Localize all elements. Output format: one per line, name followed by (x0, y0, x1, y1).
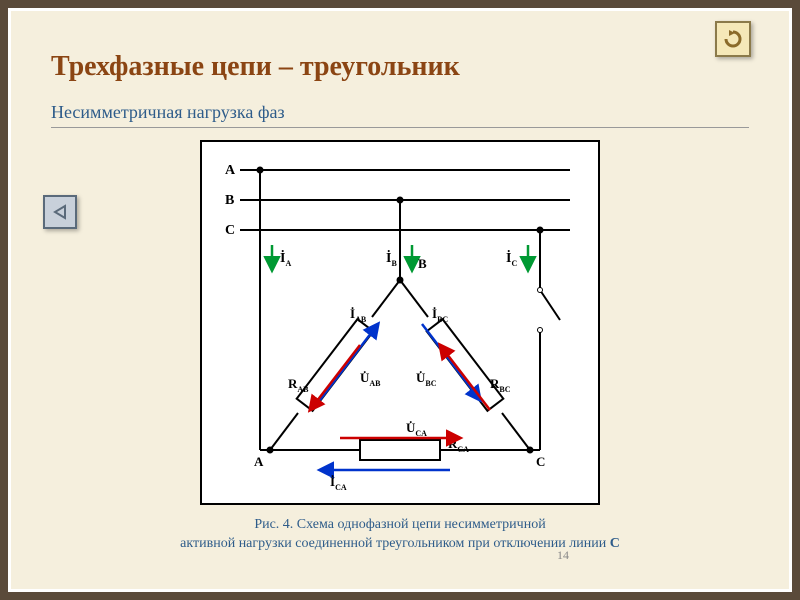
svg-text:A: A (254, 454, 264, 469)
svg-text:C: C (536, 454, 545, 469)
circuit-diagram: A B C (200, 140, 600, 505)
page-title: Трехфазные цепи – треугольник (51, 51, 749, 83)
page-subtitle: Несимметричная нагрузка фаз (51, 102, 749, 128)
svg-text:İB: İB (386, 249, 397, 268)
svg-text:U̇CA: U̇CA (406, 420, 427, 438)
svg-text:İBC: İBC (432, 306, 448, 324)
figure-caption: Рис. 4. Схема однофазной цепи несимметри… (51, 515, 749, 554)
svg-text:İAB: İAB (350, 306, 367, 324)
resistor-RAB (297, 319, 374, 411)
svg-text:U̇AB: U̇AB (360, 370, 381, 388)
svg-text:İC: İC (506, 249, 517, 268)
figure-container: A B C (51, 140, 749, 554)
label-line-C: C (225, 223, 235, 238)
back-icon (51, 203, 69, 221)
resistor-RCA (360, 440, 440, 460)
svg-text:İCA: İCA (330, 474, 347, 490)
back-button[interactable] (43, 195, 77, 229)
svg-text:B: B (418, 256, 427, 271)
svg-text:İA: İA (280, 249, 291, 268)
return-icon (722, 28, 744, 50)
label-line-B: B (225, 193, 234, 208)
svg-text:RAB: RAB (288, 376, 309, 394)
label-line-A: A (225, 163, 236, 178)
page-number: 14 (557, 548, 569, 563)
resistor-RBC (427, 319, 504, 411)
svg-text:U̇BC: U̇BC (416, 370, 437, 388)
open-switch (540, 290, 560, 320)
return-button[interactable] (715, 21, 751, 57)
